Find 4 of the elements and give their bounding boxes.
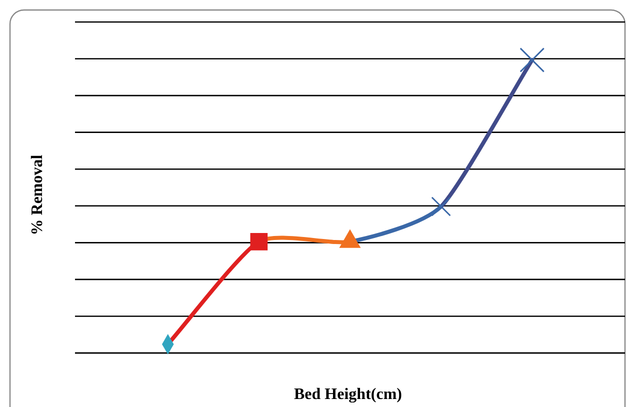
point [431, 196, 451, 216]
point [250, 233, 268, 250]
y-axis-title: % Removal [29, 154, 46, 236]
x-axis-title: Bed Height(cm) [294, 386, 402, 403]
